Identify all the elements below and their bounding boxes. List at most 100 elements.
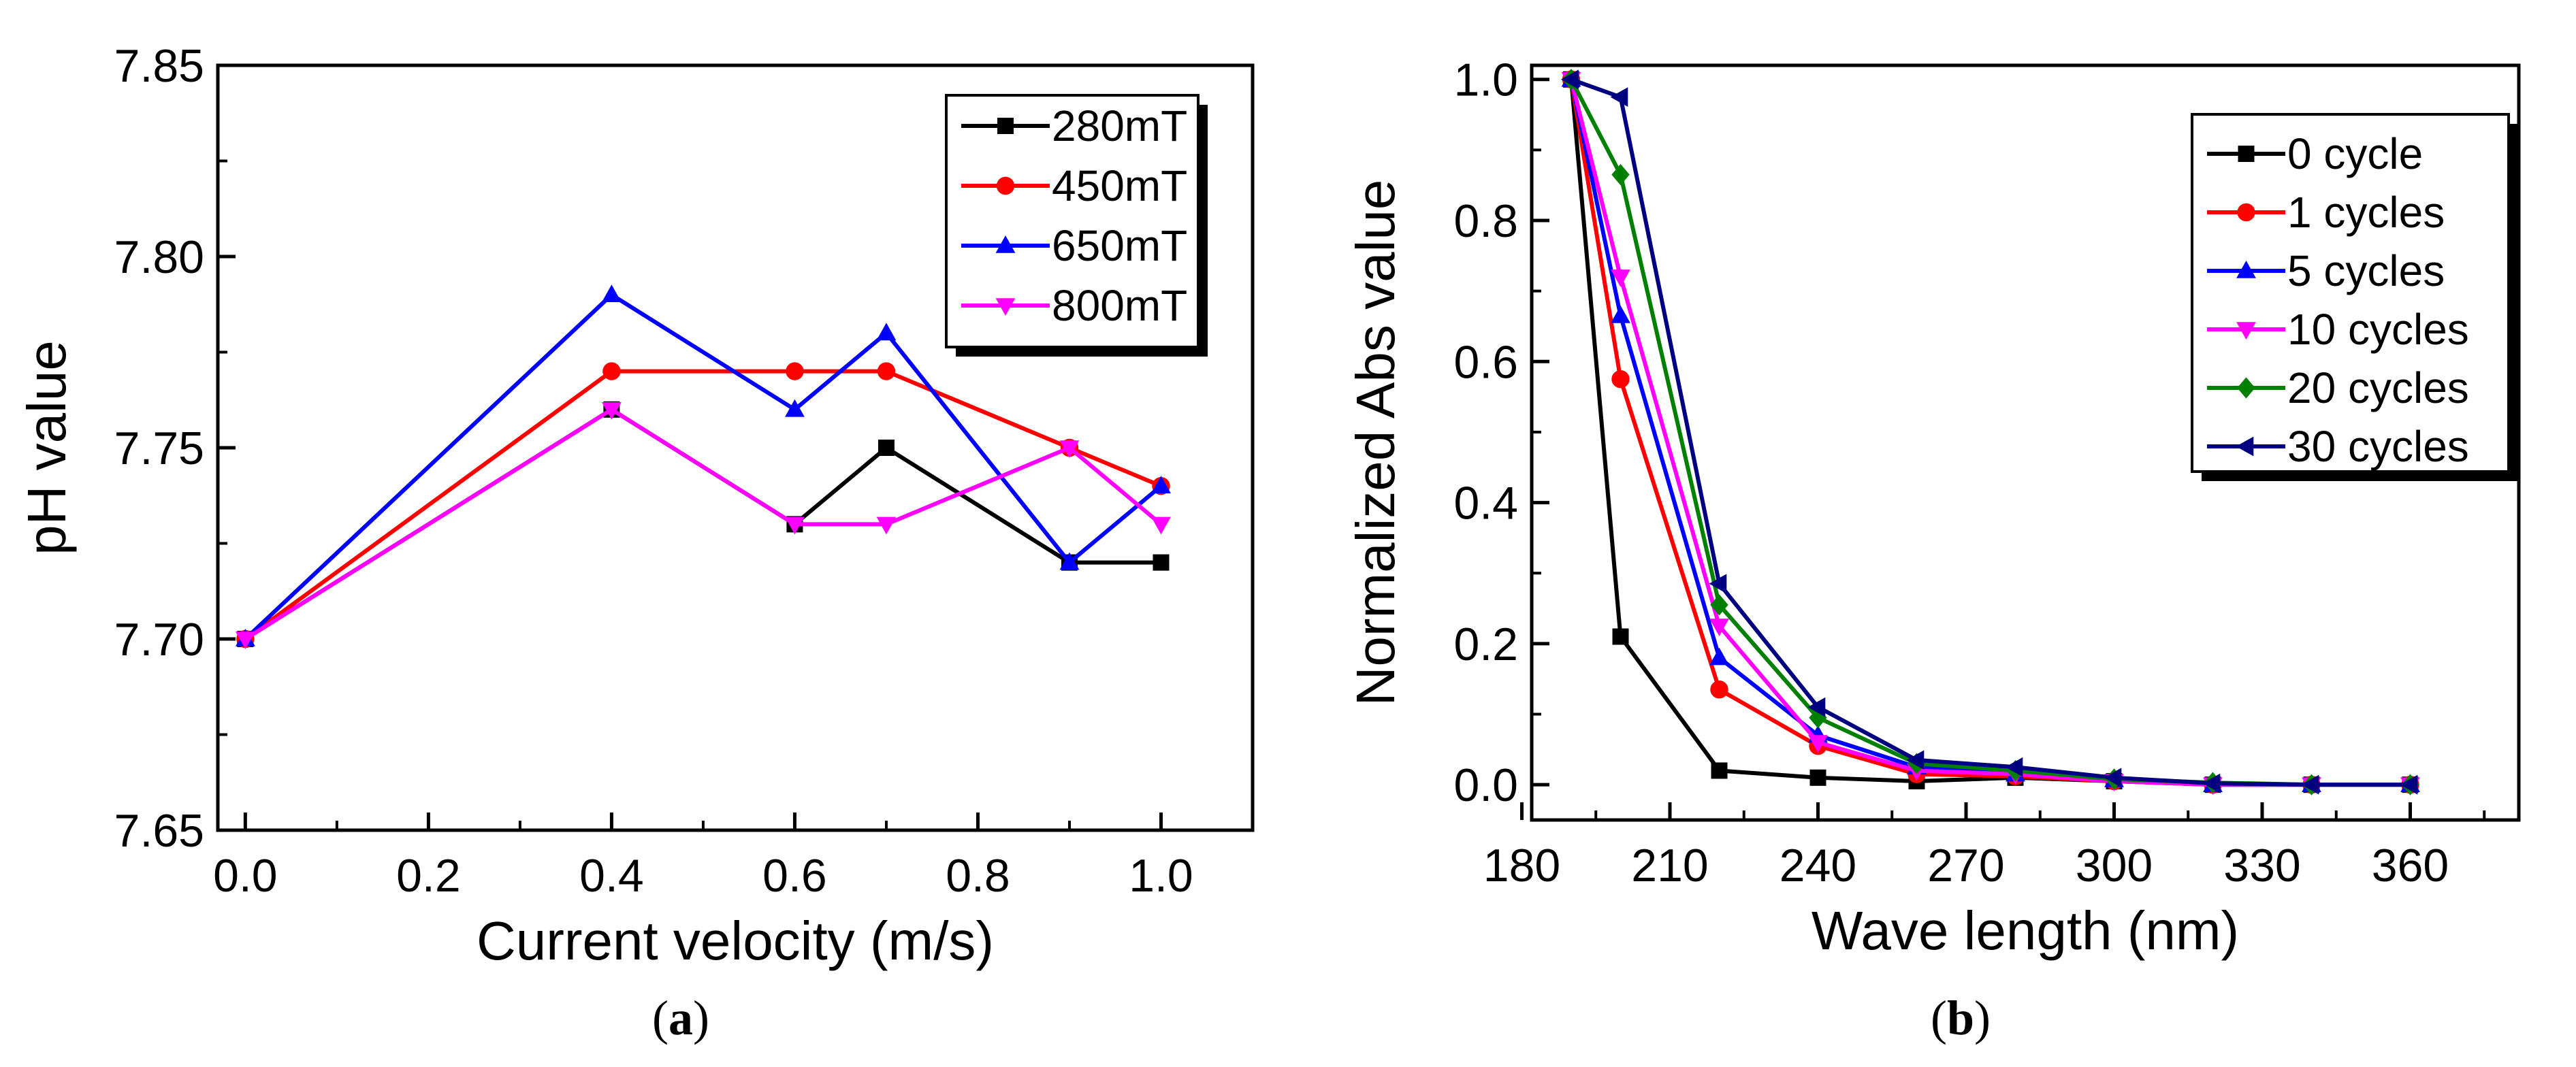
legend-box: [2191, 113, 2510, 473]
data-point: [1611, 370, 1630, 389]
legend-marker: [996, 176, 1015, 195]
series-650mT: [235, 284, 1171, 646]
data-point: [877, 362, 896, 380]
series-800mT: [235, 402, 1171, 649]
y-tick-label: 0.4: [1453, 478, 1518, 529]
x-tick-label: 0.2: [396, 850, 461, 902]
legend-label: 0 cycle: [2287, 129, 2423, 178]
data-point: [878, 440, 895, 456]
y-axis-title: Normalized Abs value: [1345, 180, 1406, 706]
x-tick-label: 0.4: [579, 850, 644, 902]
data-point: [1611, 305, 1630, 323]
data-point: [1709, 574, 1727, 594]
x-tick-label: 300: [2076, 840, 2153, 891]
legend: 0 cycle 1 cycles 5 cycles 10 cycles 20 cycle…: [2191, 113, 2518, 481]
legend-marker: [2237, 377, 2255, 399]
legend-label: 5 cycles: [2287, 246, 2445, 295]
x-tick-label: 360: [2372, 840, 2449, 891]
data-point: [1561, 69, 1579, 90]
series-280mT: [237, 401, 1170, 647]
data-point: [1153, 554, 1170, 571]
data-point: [1809, 769, 1826, 786]
y-tick-label: 7.65: [114, 805, 204, 857]
y-tick-label: 7.75: [114, 423, 204, 474]
x-tick-label: 0.6: [762, 850, 827, 902]
data-point: [602, 284, 622, 302]
data-point: [876, 323, 897, 341]
y-tick-label: 0.2: [1453, 619, 1518, 670]
legend-marker: [2236, 436, 2254, 457]
legend-label: 800mT: [1052, 281, 1187, 330]
data-point: [1611, 164, 1630, 186]
series-line: [244, 407, 1161, 641]
x-tick-label: 0.8: [946, 850, 1010, 902]
data-point: [235, 631, 255, 649]
panel-b: 180 210 240 270 300 330 360 0.0 0.2 0.4 0.6 0.8 1.0 W…: [1345, 54, 2521, 1045]
y-tick-label: 7.85: [114, 40, 204, 92]
data-point: [1809, 707, 1827, 729]
series-30-cycles: [1561, 69, 2418, 795]
legend-label: 1 cycles: [2287, 188, 2445, 237]
data-point: [602, 362, 621, 380]
data-point: [2301, 774, 2319, 795]
data-point: [1808, 735, 1828, 753]
data-point: [602, 402, 622, 420]
x-tick-label: 180: [1483, 840, 1560, 891]
y-tick-label: 7.80: [114, 231, 204, 283]
legend-label: 280mT: [1052, 101, 1187, 150]
panel-caption: (b): [1931, 991, 1991, 1045]
y-tick-label: 7.70: [114, 614, 204, 666]
legend-marker: [995, 235, 1016, 253]
x-tick-label: 240: [1780, 840, 1856, 891]
legend-label: 20 cycles: [2287, 363, 2469, 412]
data-point: [1151, 516, 1171, 535]
legend-label: 10 cycles: [2287, 305, 2469, 354]
legend-marker: [2237, 203, 2255, 222]
data-point: [2202, 773, 2221, 793]
data-point: [1059, 440, 1080, 458]
data-point: [876, 516, 897, 535]
panel-a: 0.0 0.2 0.4 0.6 0.8 1.0 7.65 7.70 7.75 7.80 7.85 Cu…: [16, 40, 1255, 1045]
legend-marker: [2238, 146, 2255, 162]
legend: 280mT 450mT 650mT 800mT: [945, 94, 1208, 357]
data-point: [1710, 594, 1728, 616]
legend-label: 650mT: [1052, 221, 1187, 270]
y-tick-label: 1.0: [1453, 54, 1518, 106]
x-axis-title: Wave length (nm): [1812, 900, 2239, 961]
y-axis-title: pH value: [16, 340, 77, 555]
series-line: [244, 407, 1163, 641]
x-tick-label: 1.0: [1129, 850, 1193, 902]
data-point: [785, 516, 805, 535]
panel-caption: (a): [652, 991, 709, 1045]
series-line: [1570, 77, 2411, 787]
x-tick-label: 0.0: [213, 850, 278, 902]
data-point: [1711, 762, 1728, 779]
plot-frame: [1530, 63, 2521, 822]
legend-marker: [997, 118, 1014, 134]
data-point: [1807, 697, 1826, 717]
legend-marker: [995, 298, 1016, 316]
data-point: [1906, 750, 1925, 770]
data-point: [786, 362, 804, 380]
data-point: [1059, 552, 1080, 570]
y-tick-label: 0.8: [1453, 195, 1518, 247]
x-tick-label: 330: [2223, 840, 2300, 891]
x-tick-label: 210: [1631, 840, 1708, 891]
x-axis-title: Current velocity (m/s): [477, 910, 994, 971]
data-point: [2400, 774, 2418, 795]
data-point: [2104, 768, 2122, 788]
data-point: [1710, 680, 1728, 699]
data-point: [1151, 476, 1171, 493]
series-line: [244, 293, 1163, 641]
data-point: [1610, 87, 1628, 108]
data-point: [1709, 619, 1729, 636]
series-450mT: [236, 362, 1170, 649]
legend-label: 450mT: [1052, 161, 1187, 210]
y-tick-label: 0.6: [1453, 336, 1518, 388]
data-point: [1612, 628, 1629, 645]
legend-marker: [2236, 322, 2256, 340]
legend-marker: [2236, 261, 2256, 278]
legend-label: 30 cycles: [2287, 422, 2469, 471]
data-point: [1611, 269, 1630, 287]
